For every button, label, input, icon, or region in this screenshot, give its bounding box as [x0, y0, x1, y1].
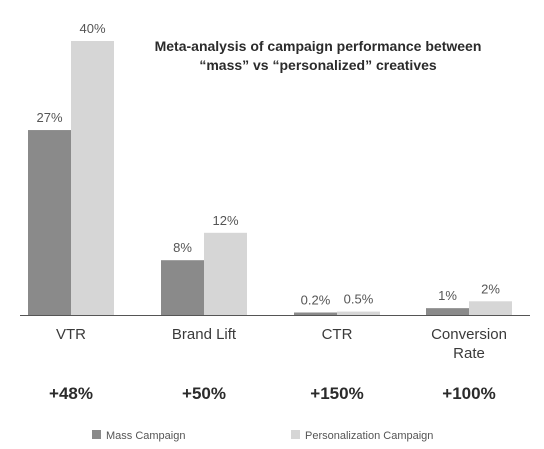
legend-swatch: [291, 430, 300, 439]
legend-label: Personalization Campaign: [305, 430, 433, 442]
uplift-label: +48%: [49, 384, 93, 403]
value-labels-layer: 27% 8% 0.2% 1% 40% 12% 0.5% 2%: [36, 21, 500, 308]
mass-bar-brand-lift: [161, 260, 204, 315]
chart-title: Meta-analysis of campaign performance be…: [155, 38, 482, 73]
personalized-bar-brand-lift: [204, 232, 247, 315]
uplift-label: +50%: [182, 384, 226, 403]
mass-bar-vtr: [28, 130, 71, 315]
value-label: 8%: [173, 240, 192, 255]
personalized-bar-vtr: [71, 41, 114, 315]
personalized-bar-conversion-rate: [469, 301, 512, 315]
category-label: Brand Lift: [172, 326, 237, 343]
mass-bar-conversion-rate: [426, 308, 469, 315]
value-label: 1%: [438, 288, 457, 303]
chart-title-line: “mass” vs “personalized” creatives: [199, 57, 437, 73]
category-label: Rate: [453, 345, 485, 362]
value-label: 27%: [36, 110, 62, 125]
legend: Mass Campaign Personalization Campaign: [92, 430, 433, 442]
chart-title-line: Meta-analysis of campaign performance be…: [155, 38, 482, 54]
uplift-label: +150%: [310, 384, 363, 403]
category-label: Conversion: [431, 326, 507, 343]
category-label: CTR: [322, 326, 353, 343]
bars-layer: [28, 41, 512, 315]
category-label: VTR: [56, 326, 86, 343]
value-label: 0.5%: [344, 292, 374, 307]
personalized-bar-ctr: [337, 311, 380, 315]
uplift-label: +100%: [442, 384, 495, 403]
value-label: 40%: [79, 21, 105, 36]
mass-bar-ctr: [294, 312, 337, 315]
value-label: 12%: [212, 213, 238, 228]
uplift-labels-layer: +48% +50% +150% +100%: [49, 384, 496, 403]
legend-swatch: [92, 430, 101, 439]
value-label: 0.2%: [301, 293, 331, 308]
value-label: 2%: [481, 281, 500, 296]
category-labels-layer: VTR Brand Lift CTR Conversion Rate: [56, 326, 507, 362]
legend-label: Mass Campaign: [106, 430, 185, 442]
